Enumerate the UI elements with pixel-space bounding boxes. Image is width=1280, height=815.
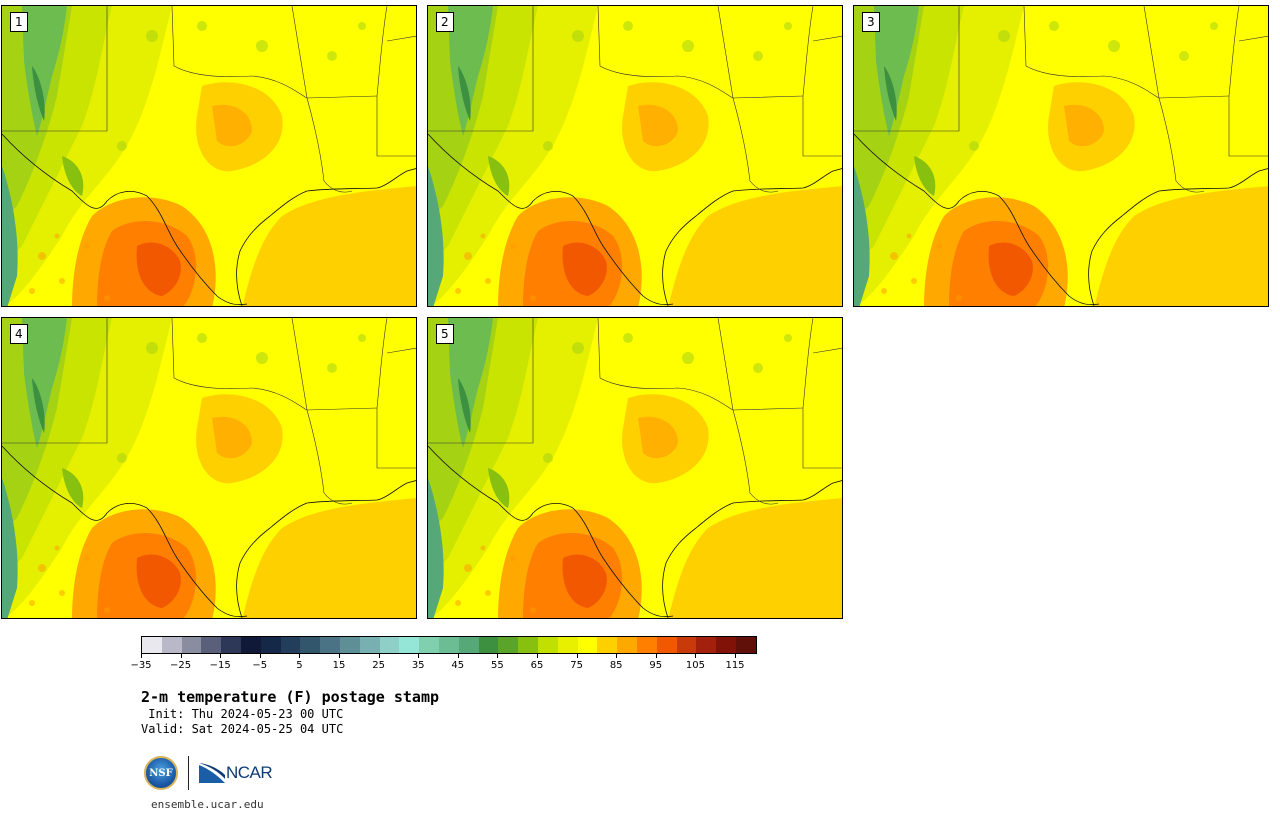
colorbar-swatch bbox=[478, 637, 499, 653]
colorbar: −35 −25 −15 −5 5 15 25 35 45 55 65 75 85 95 105 115 bbox=[130, 636, 757, 671]
colorbar-tick-label: 15 bbox=[332, 660, 346, 671]
ncar-swoosh-icon bbox=[199, 763, 225, 783]
colorbar-tick bbox=[457, 654, 459, 658]
colorbar-tick bbox=[339, 654, 340, 658]
ncar-logo: NCAR bbox=[199, 763, 273, 783]
temperature-map bbox=[428, 318, 842, 618]
colorbar-swatch bbox=[399, 637, 420, 653]
colorbar-tick-label: 25 bbox=[372, 660, 385, 671]
colorbar-tick bbox=[141, 654, 142, 658]
map-panel-1[interactable]: 1 bbox=[1, 5, 417, 307]
logo-divider bbox=[188, 756, 189, 790]
site-url[interactable]: ensemble.ucar.edu bbox=[151, 798, 264, 811]
colorbar-swatch bbox=[498, 637, 519, 653]
colorbar-tick-label: 5 bbox=[296, 660, 303, 671]
plot-title: 2-m temperature (F) postage stamp bbox=[141, 688, 440, 706]
colorbar-swatch bbox=[201, 637, 222, 653]
colorbar-tick bbox=[735, 654, 736, 658]
colorbar-swatch bbox=[518, 637, 538, 653]
colorbar-swatch bbox=[142, 637, 162, 653]
colorbar-tick bbox=[695, 654, 697, 658]
colorbar-swatch bbox=[339, 637, 360, 653]
ncar-wordmark: NCAR bbox=[226, 763, 273, 782]
colorbar-tick-label: 105 bbox=[685, 660, 705, 671]
valid-time: Valid: Sat 2024-05-25 04 UTC bbox=[141, 722, 344, 736]
colorbar-swatch bbox=[379, 637, 400, 653]
colorbar-swatch bbox=[597, 637, 618, 653]
colorbar-tick-label: 55 bbox=[491, 660, 504, 671]
colorbar-swatch bbox=[617, 637, 637, 653]
temperature-map bbox=[428, 6, 842, 306]
colorbar-tick-label: 115 bbox=[725, 660, 745, 671]
colorbar-swatch bbox=[735, 637, 756, 653]
nsf-logo: NSF bbox=[144, 756, 178, 790]
colorbar-tick-label: 35 bbox=[411, 660, 425, 671]
colorbar-swatch bbox=[240, 637, 261, 653]
colorbar-tick bbox=[418, 654, 420, 658]
colorbar-swatch bbox=[458, 637, 479, 653]
colorbar-tick bbox=[497, 654, 499, 658]
map-panel-4[interactable]: 4 bbox=[1, 317, 417, 619]
colorbar-ticks: −35 −25 −15 −5 5 15 25 35 45 55 65 75 85 95 105 115 bbox=[130, 654, 757, 671]
panel-number: 4 bbox=[10, 324, 28, 344]
temperature-map bbox=[854, 6, 1268, 306]
map-panel-3[interactable]: 3 bbox=[853, 5, 1269, 307]
colorbar-tick bbox=[220, 654, 222, 658]
colorbar-swatch bbox=[696, 637, 717, 653]
colorbar-tick bbox=[259, 654, 261, 658]
colorbar-tick bbox=[378, 654, 380, 658]
colorbar-tick-label: 95 bbox=[649, 660, 663, 671]
temperature-map bbox=[2, 6, 416, 306]
colorbar-swatch bbox=[359, 637, 380, 653]
colorbar-swatch bbox=[181, 637, 202, 653]
colorbar-swatch bbox=[676, 637, 697, 653]
colorbar-tick-label: 75 bbox=[570, 660, 583, 671]
colorbar-swatches bbox=[141, 636, 757, 654]
colorbar-swatch bbox=[260, 637, 281, 653]
colorbar-swatch bbox=[537, 637, 558, 653]
logos: NSF NCAR bbox=[144, 756, 273, 790]
colorbar-tick-label: 85 bbox=[609, 660, 623, 671]
panel-number: 1 bbox=[10, 12, 28, 32]
colorbar-tick-label: 65 bbox=[530, 660, 544, 671]
init-time: Init: Thu 2024-05-23 00 UTC bbox=[141, 707, 344, 721]
colorbar-swatch bbox=[300, 637, 321, 653]
colorbar-tick-label: −15 bbox=[209, 660, 231, 671]
map-panel-2[interactable]: 2 bbox=[427, 5, 843, 307]
colorbar-swatch bbox=[419, 637, 439, 653]
colorbar-swatch bbox=[577, 637, 598, 653]
colorbar-tick bbox=[180, 654, 182, 658]
panel-number: 3 bbox=[862, 12, 880, 32]
colorbar-tick bbox=[655, 654, 657, 658]
colorbar-tick bbox=[616, 654, 618, 658]
colorbar-tick bbox=[299, 654, 301, 658]
colorbar-tick-label: −5 bbox=[252, 660, 268, 671]
colorbar-swatch bbox=[320, 637, 340, 653]
panel-number: 2 bbox=[436, 12, 454, 32]
colorbar-tick-label: −35 bbox=[130, 660, 152, 671]
panel-number: 5 bbox=[436, 324, 454, 344]
temperature-map bbox=[2, 318, 416, 618]
colorbar-tick bbox=[537, 654, 538, 658]
colorbar-tick-label: 45 bbox=[451, 660, 465, 671]
colorbar-swatch bbox=[557, 637, 578, 653]
colorbar-swatch bbox=[636, 637, 657, 653]
map-panel-5[interactable]: 5 bbox=[427, 317, 843, 619]
colorbar-swatch bbox=[221, 637, 241, 653]
colorbar-tick bbox=[576, 654, 578, 658]
colorbar-swatch bbox=[280, 637, 301, 653]
colorbar-swatch bbox=[438, 637, 459, 653]
colorbar-swatch bbox=[716, 637, 736, 653]
colorbar-swatch bbox=[161, 637, 182, 653]
colorbar-tick-label: −25 bbox=[170, 660, 192, 671]
colorbar-swatch bbox=[656, 637, 677, 653]
